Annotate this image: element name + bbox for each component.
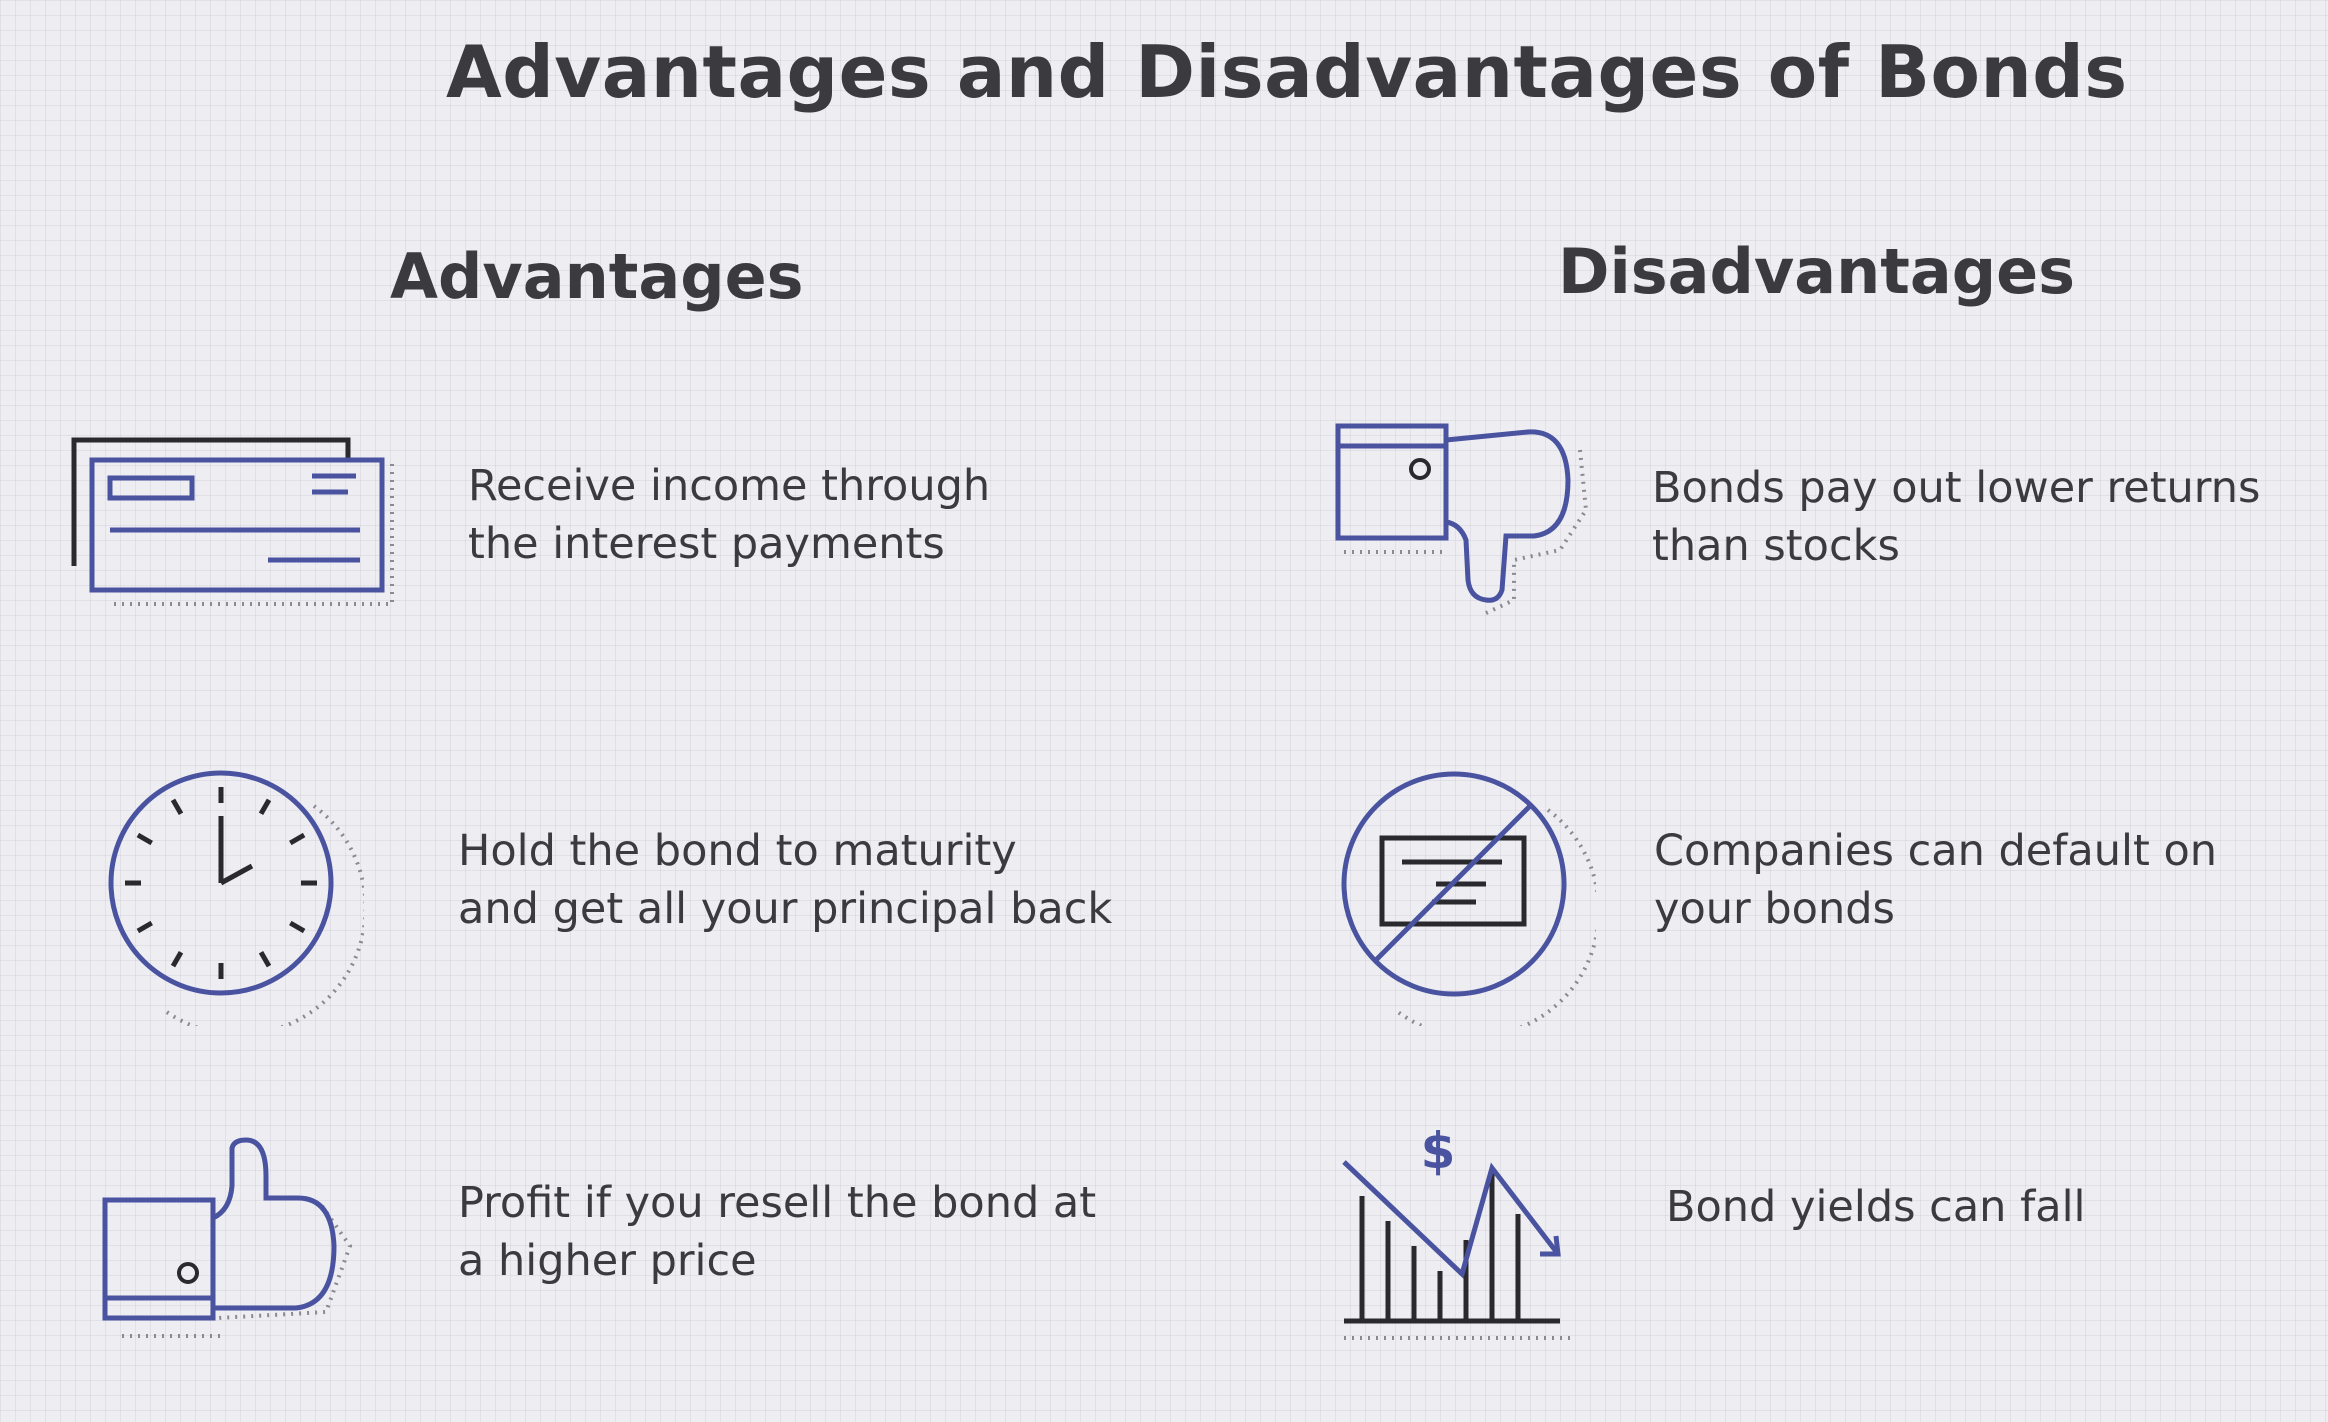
advantage-item-1-line-1: Receive income through	[468, 461, 991, 511]
page-title: Advantages and Disadvantages of Bonds	[446, 30, 2128, 114]
dollar-sign: $	[1421, 1128, 1456, 1180]
advantage-item-1-text: Receive income through the interest paym…	[468, 457, 990, 573]
thumbs-up-icon	[100, 1136, 360, 1350]
advantage-item-1-line-2: the interest payments	[468, 519, 945, 569]
clock-tick	[258, 951, 272, 968]
disadvantage-item-2-line-2: your bonds	[1654, 884, 1895, 934]
clock-tick	[289, 920, 306, 934]
check-bond-icon	[66, 434, 396, 618]
advantage-item-2-line-1: Hold the bond to maturity	[458, 826, 1017, 876]
disadvantage-item-1-line-2: than stocks	[1652, 521, 1900, 571]
disadvantage-item-3-line-1: Bond yields can fall	[1666, 1182, 2086, 1232]
advantage-item-2-text: Hold the bond to maturity and get all yo…	[458, 822, 1112, 938]
clock-tick	[170, 798, 184, 815]
disadvantage-item-1-text: Bonds pay out lower returns than stocks	[1652, 459, 2260, 575]
falling-chart-icon: $	[1334, 1122, 1594, 1362]
thumbs-down-icon	[1334, 420, 1594, 624]
disadvantage-item-2-line-1: Companies can default on	[1654, 826, 2218, 876]
advantage-item-3-text: Profit if you resell the bond at a highe…	[458, 1174, 1096, 1290]
advantage-item-3-line-2: a higher price	[458, 1236, 757, 1286]
disadvantage-item-1-line-1: Bonds pay out lower returns	[1652, 463, 2261, 513]
clock-tick	[170, 951, 184, 968]
no-check-icon	[1336, 766, 1601, 1039]
clock-icon	[104, 766, 368, 1037]
clock-tick	[136, 920, 153, 934]
advantage-item-3-line-1: Profit if you resell the bond at	[458, 1178, 1097, 1228]
disadvantage-item-2-text: Companies can default on your bonds	[1654, 822, 2217, 938]
advantage-item-2-line-2: and get all your principal back	[458, 884, 1113, 934]
disadvantages-heading: Disadvantages	[1558, 235, 2076, 308]
clock-tick	[289, 832, 306, 846]
clock-tick	[258, 798, 272, 815]
advantages-heading: Advantages	[390, 240, 804, 313]
disadvantage-item-3-text: Bond yields can fall	[1666, 1178, 2085, 1236]
clock-tick	[136, 832, 153, 846]
